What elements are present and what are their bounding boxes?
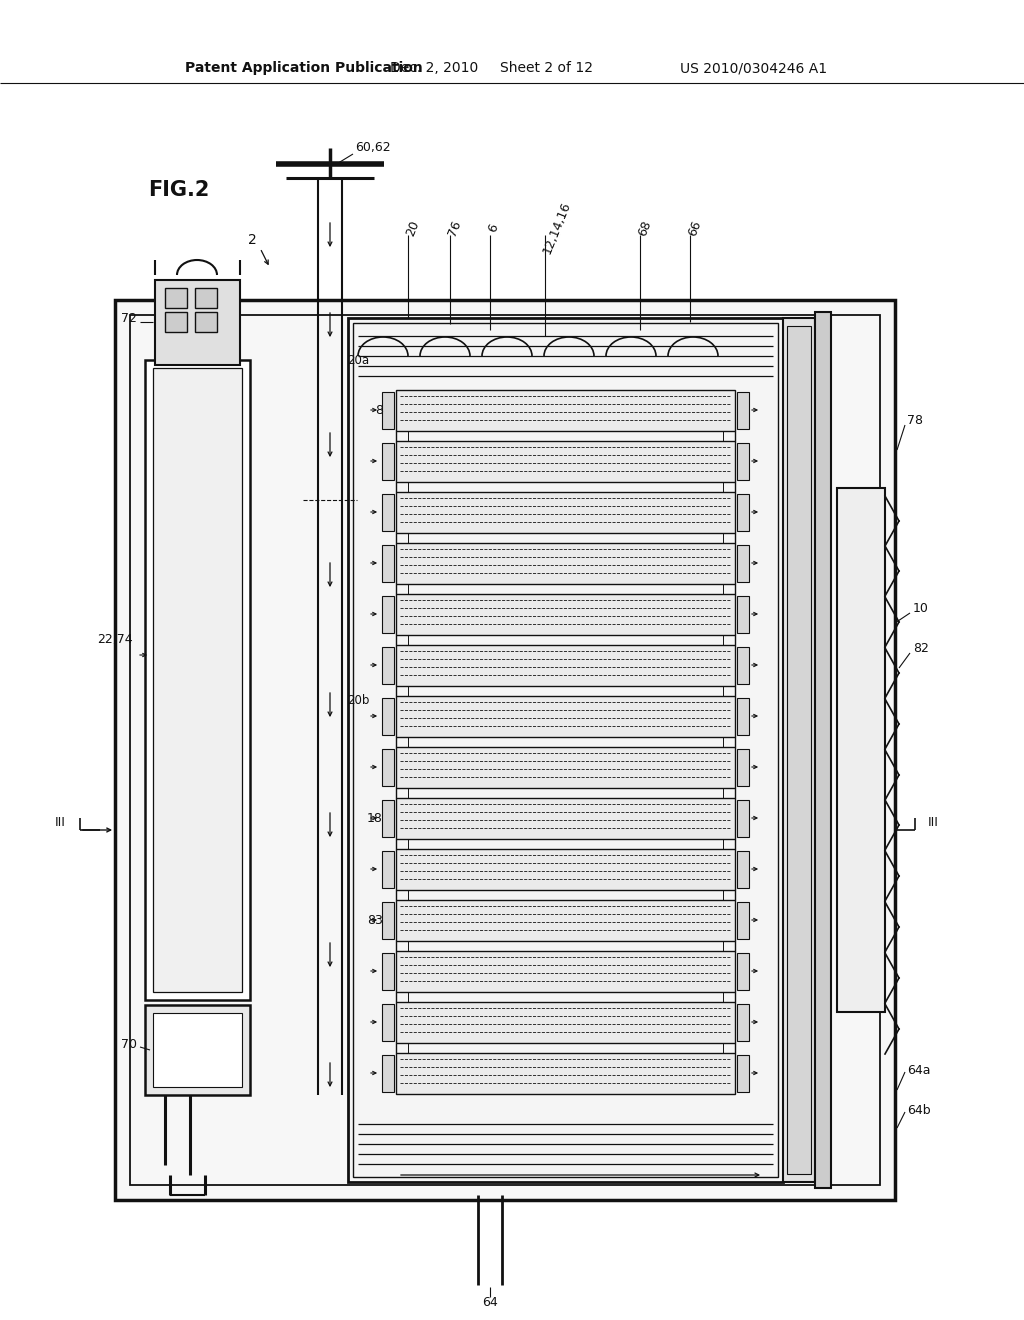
Bar xyxy=(396,747,735,788)
Text: 78: 78 xyxy=(907,413,923,426)
Bar xyxy=(382,392,394,429)
Bar xyxy=(396,389,735,432)
Text: 76: 76 xyxy=(446,218,464,238)
Bar xyxy=(737,392,749,429)
Text: 10: 10 xyxy=(913,602,929,615)
Bar xyxy=(737,953,749,990)
Bar xyxy=(155,280,240,366)
Text: 6: 6 xyxy=(486,222,501,234)
Text: 64a: 64a xyxy=(907,1064,931,1077)
Bar xyxy=(737,597,749,634)
Bar xyxy=(396,645,735,686)
Text: 20a: 20a xyxy=(347,354,369,367)
Bar xyxy=(153,1012,242,1086)
Text: 60,62: 60,62 xyxy=(355,141,390,154)
Bar xyxy=(115,300,895,1200)
Bar xyxy=(348,318,783,1181)
Text: 83: 83 xyxy=(368,913,383,927)
Bar xyxy=(353,323,778,1177)
Text: 72: 72 xyxy=(121,312,137,325)
Bar xyxy=(382,597,394,634)
Bar xyxy=(165,312,187,333)
Text: 66: 66 xyxy=(686,218,703,238)
Bar xyxy=(737,1005,749,1041)
Bar xyxy=(396,799,735,840)
Bar xyxy=(382,902,394,939)
Text: 2: 2 xyxy=(248,234,257,247)
Bar xyxy=(396,849,735,890)
Bar xyxy=(396,492,735,533)
Bar xyxy=(382,444,394,480)
Bar xyxy=(783,318,815,1181)
Bar xyxy=(396,950,735,993)
Text: 82: 82 xyxy=(913,642,929,655)
Text: 20: 20 xyxy=(404,218,422,238)
Bar xyxy=(382,1055,394,1092)
Bar xyxy=(396,900,735,941)
Bar xyxy=(737,851,749,888)
Bar xyxy=(737,444,749,480)
Bar xyxy=(153,368,242,993)
Bar xyxy=(382,748,394,785)
Text: 22,74: 22,74 xyxy=(97,634,133,647)
Text: III: III xyxy=(54,816,66,829)
Bar xyxy=(165,288,187,308)
Bar xyxy=(737,545,749,582)
Text: 68: 68 xyxy=(636,218,654,238)
Bar xyxy=(130,315,880,1185)
Text: 18: 18 xyxy=(368,812,383,825)
Bar xyxy=(382,1005,394,1041)
Bar xyxy=(195,312,217,333)
Bar xyxy=(737,748,749,785)
Text: 12,14,16: 12,14,16 xyxy=(540,199,572,256)
Text: Sheet 2 of 12: Sheet 2 of 12 xyxy=(500,61,593,75)
Bar xyxy=(737,494,749,531)
Text: 70: 70 xyxy=(121,1039,137,1052)
Text: 20b: 20b xyxy=(347,693,370,706)
Bar xyxy=(396,594,735,635)
Bar xyxy=(396,1002,735,1043)
Text: III: III xyxy=(928,816,938,829)
Bar xyxy=(396,543,735,583)
Text: 64: 64 xyxy=(482,1296,498,1309)
Bar xyxy=(737,647,749,684)
Bar xyxy=(815,312,831,1188)
Bar xyxy=(737,1055,749,1092)
Bar xyxy=(737,698,749,735)
Bar xyxy=(382,698,394,735)
Text: 8: 8 xyxy=(375,404,383,417)
Bar xyxy=(396,696,735,737)
Bar xyxy=(382,851,394,888)
Bar xyxy=(787,326,811,1173)
Bar xyxy=(382,953,394,990)
Bar xyxy=(382,800,394,837)
Text: FIG.2: FIG.2 xyxy=(148,180,209,201)
Text: US 2010/0304246 A1: US 2010/0304246 A1 xyxy=(680,61,827,75)
Bar xyxy=(737,902,749,939)
Text: 64b: 64b xyxy=(907,1104,931,1117)
Bar xyxy=(396,441,735,482)
Text: Patent Application Publication: Patent Application Publication xyxy=(185,61,423,75)
Bar xyxy=(382,545,394,582)
Bar xyxy=(382,647,394,684)
Bar xyxy=(145,360,250,1001)
Bar xyxy=(396,1053,735,1094)
Text: Dec. 2, 2010: Dec. 2, 2010 xyxy=(390,61,478,75)
Bar xyxy=(382,494,394,531)
Bar xyxy=(837,488,885,1012)
Bar xyxy=(737,800,749,837)
Bar xyxy=(145,1005,250,1096)
Bar xyxy=(195,288,217,308)
